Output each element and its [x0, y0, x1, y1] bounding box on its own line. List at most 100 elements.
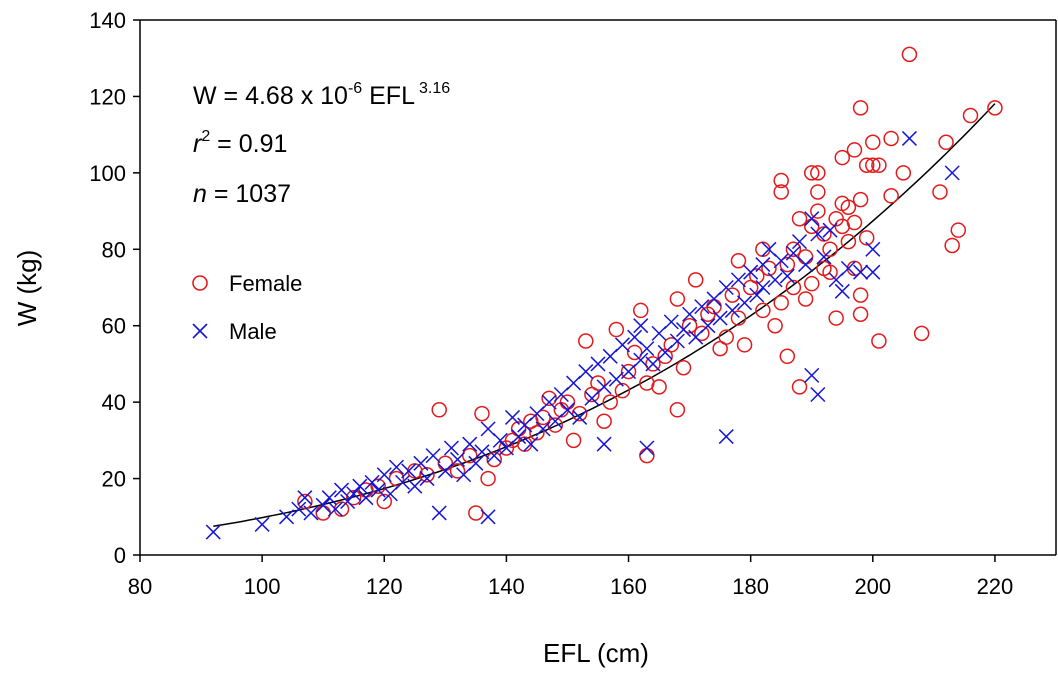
male-point: [511, 429, 527, 445]
r-squared-annotation: r2 = 0.91: [193, 128, 287, 158]
male-point: [321, 490, 337, 506]
female-point: [376, 493, 393, 510]
male-point: [431, 505, 447, 521]
female-point: [468, 505, 484, 521]
female-point: [718, 329, 734, 345]
male-point: [810, 386, 826, 403]
female-point: [834, 149, 851, 166]
female-point: [785, 279, 802, 296]
male-point: [529, 406, 545, 422]
male-point: [578, 364, 594, 380]
male-point: [865, 241, 881, 257]
male-point: [279, 509, 295, 525]
male-point: [596, 379, 612, 395]
female-point: [840, 233, 857, 250]
y-tick-label: 120: [89, 84, 126, 109]
male-point: [901, 130, 917, 146]
female-point: [944, 237, 960, 254]
male-point: [468, 455, 484, 471]
y-tick-label: 0: [114, 543, 126, 568]
male-point: [749, 287, 765, 303]
male-point: [535, 421, 551, 437]
male-point: [730, 272, 746, 288]
male-point: [682, 306, 698, 322]
y-tick-label: 80: [102, 237, 126, 262]
n-variable: n: [193, 180, 207, 208]
male-point: [944, 165, 960, 181]
male-point: [645, 356, 661, 372]
male-point: [401, 463, 417, 479]
female-point: [596, 413, 612, 429]
y-tick-label: 40: [102, 390, 126, 415]
equation-prefix: W = 4.68 x 10: [193, 82, 348, 110]
r-superscript: 2: [201, 128, 210, 145]
female-point: [773, 184, 789, 200]
male-point: [480, 421, 496, 437]
male-point: [596, 436, 612, 452]
male-point: [834, 283, 850, 299]
female-point: [639, 447, 655, 464]
female-point: [694, 325, 710, 342]
female-point: [791, 210, 808, 227]
x-tick-label: 100: [244, 574, 281, 599]
male-point: [639, 440, 655, 456]
legend-male-marker: [192, 323, 208, 339]
male-point: [376, 467, 392, 483]
male-point: [663, 314, 679, 330]
female-point: [865, 157, 881, 173]
male-point: [712, 310, 728, 326]
female-point: [419, 467, 435, 483]
r-value: = 0.91: [210, 130, 287, 158]
x-tick-label: 180: [732, 574, 769, 599]
female-point: [755, 302, 771, 319]
male-point: [407, 478, 423, 494]
fit-curve-layer: [213, 103, 996, 528]
n-value: = 1037: [207, 180, 291, 208]
male-point: [614, 337, 630, 353]
male-point: [627, 329, 643, 345]
female-point: [681, 317, 698, 334]
female-point: [773, 172, 789, 189]
y-tick-label: 60: [102, 314, 126, 339]
female-point: [529, 424, 545, 441]
female-point: [785, 241, 802, 258]
male-point: [474, 444, 490, 460]
male-point: [816, 249, 832, 265]
male-point: [590, 356, 606, 372]
male-point: [755, 257, 771, 273]
male-point: [706, 291, 722, 307]
male-point: [572, 409, 588, 425]
y-axis-title: W (kg): [12, 250, 42, 327]
female-point: [913, 325, 930, 342]
female-point: [895, 165, 912, 181]
male-point: [810, 226, 826, 242]
female-point: [645, 356, 661, 372]
female-point: [840, 199, 857, 215]
female-point: [761, 260, 777, 277]
male-point: [480, 509, 496, 525]
male-point: [853, 264, 869, 280]
y-tick-label: 100: [89, 161, 126, 186]
male-point: [718, 429, 734, 445]
male-point: [743, 264, 759, 280]
female-point: [486, 451, 502, 468]
male-point: [791, 234, 808, 250]
male-point: [737, 295, 753, 311]
male-point: [425, 448, 441, 464]
male-point: [608, 371, 624, 387]
female-point: [803, 165, 820, 181]
male-point: [755, 279, 771, 296]
male-point: [340, 493, 356, 510]
fit-curve: [213, 103, 996, 528]
male-point: [492, 432, 508, 448]
male-point: [382, 486, 398, 502]
male-point: [675, 322, 692, 338]
male-point: [315, 497, 331, 513]
male-point: [804, 211, 820, 227]
female-point: [315, 505, 331, 521]
x-tick-label: 160: [610, 574, 647, 599]
female-point: [608, 321, 625, 338]
x-tick-label: 80: [128, 574, 152, 599]
female-point: [791, 379, 808, 395]
